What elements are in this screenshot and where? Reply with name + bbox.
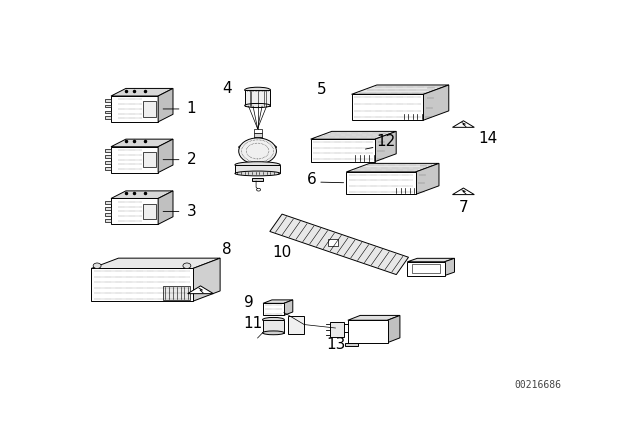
Polygon shape [111, 147, 158, 172]
Text: 1: 1 [187, 101, 196, 116]
Polygon shape [105, 207, 111, 210]
Polygon shape [105, 155, 111, 158]
Polygon shape [105, 167, 111, 170]
Polygon shape [340, 324, 356, 332]
Polygon shape [253, 133, 262, 137]
Text: 3: 3 [187, 204, 196, 219]
Text: 2: 2 [187, 152, 196, 167]
Polygon shape [253, 145, 262, 149]
Polygon shape [348, 315, 400, 320]
Polygon shape [310, 139, 375, 162]
Polygon shape [111, 96, 158, 122]
Text: 7: 7 [459, 200, 468, 215]
Polygon shape [346, 164, 439, 172]
Polygon shape [158, 191, 173, 224]
Text: 6: 6 [307, 172, 317, 187]
Polygon shape [158, 88, 173, 122]
Polygon shape [348, 320, 388, 343]
Ellipse shape [244, 87, 271, 93]
Polygon shape [143, 101, 156, 117]
Text: 9: 9 [244, 295, 253, 310]
Polygon shape [105, 99, 111, 102]
Polygon shape [263, 300, 292, 303]
Ellipse shape [244, 103, 271, 108]
Text: 13: 13 [326, 337, 346, 352]
Polygon shape [105, 161, 111, 164]
Polygon shape [346, 343, 358, 346]
Polygon shape [188, 286, 213, 293]
Polygon shape [111, 88, 173, 96]
Polygon shape [158, 139, 173, 172]
Text: 14: 14 [478, 131, 497, 146]
Text: 4: 4 [222, 81, 232, 96]
Polygon shape [105, 201, 111, 204]
Polygon shape [424, 85, 449, 120]
Polygon shape [416, 164, 439, 194]
Polygon shape [91, 258, 220, 268]
Polygon shape [143, 152, 156, 168]
Polygon shape [105, 150, 111, 152]
Polygon shape [105, 219, 111, 222]
Polygon shape [163, 286, 190, 300]
Ellipse shape [262, 331, 284, 335]
Polygon shape [111, 191, 173, 198]
Polygon shape [310, 131, 396, 139]
Polygon shape [351, 94, 424, 120]
Polygon shape [244, 90, 271, 106]
Polygon shape [91, 268, 193, 301]
Polygon shape [105, 111, 111, 113]
Polygon shape [253, 129, 262, 133]
Polygon shape [111, 198, 158, 224]
Polygon shape [346, 172, 416, 194]
Polygon shape [105, 105, 111, 108]
Polygon shape [452, 188, 474, 194]
Circle shape [183, 263, 191, 268]
Ellipse shape [235, 171, 280, 176]
Ellipse shape [235, 162, 280, 168]
Text: 10: 10 [272, 245, 291, 259]
Polygon shape [253, 141, 262, 145]
Polygon shape [351, 85, 449, 94]
Polygon shape [388, 315, 400, 343]
Text: 8: 8 [222, 242, 232, 257]
Polygon shape [445, 258, 454, 276]
Polygon shape [330, 322, 344, 337]
Polygon shape [328, 239, 338, 246]
Polygon shape [263, 303, 284, 315]
Polygon shape [193, 258, 220, 301]
Polygon shape [262, 320, 284, 333]
Text: 12: 12 [376, 134, 396, 149]
Polygon shape [143, 204, 156, 219]
Polygon shape [105, 213, 111, 216]
Circle shape [239, 138, 276, 164]
Polygon shape [452, 121, 474, 127]
Text: 11: 11 [244, 316, 263, 331]
Ellipse shape [262, 318, 284, 322]
Polygon shape [284, 300, 292, 315]
Polygon shape [253, 137, 262, 141]
Polygon shape [105, 116, 111, 119]
Ellipse shape [239, 144, 276, 151]
Text: 5: 5 [317, 82, 326, 98]
Polygon shape [270, 214, 408, 275]
Polygon shape [375, 131, 396, 162]
Polygon shape [111, 139, 173, 147]
Polygon shape [408, 258, 454, 262]
Circle shape [93, 263, 101, 268]
Polygon shape [252, 177, 263, 181]
Polygon shape [289, 315, 304, 333]
Text: 00216686: 00216686 [514, 380, 561, 390]
Polygon shape [408, 262, 445, 276]
Polygon shape [235, 165, 280, 173]
